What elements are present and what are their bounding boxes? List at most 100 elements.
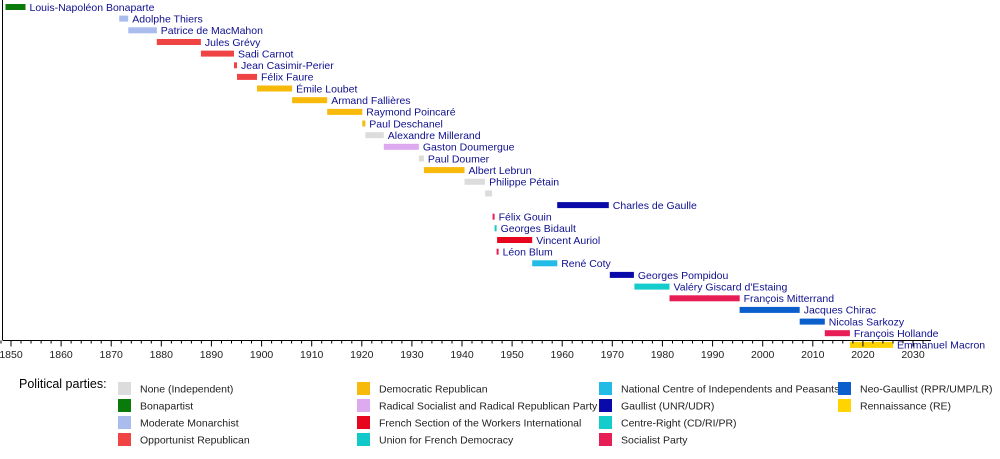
x-axis-ticks: 1850 1860 1870 1880 1890 1900 1910 1920 1930 1940…	[0, 340, 925, 361]
president-label: François Mitterrand	[744, 293, 835, 305]
x-tick-label: 1900	[250, 349, 274, 361]
president-label: Jean Casimir-Perier	[241, 60, 334, 72]
president-bar	[418, 155, 424, 162]
president-label: Emmanuel Macron	[897, 340, 985, 352]
x-tick-label: 2020	[851, 349, 875, 361]
x-tick-label: 1930	[400, 349, 424, 361]
president-bar	[485, 190, 493, 197]
legend-swatch	[599, 382, 612, 395]
president-bar	[365, 132, 384, 139]
president-label: Albert Lebrun	[469, 165, 532, 177]
president-bar	[609, 271, 634, 278]
president-bar	[119, 15, 129, 22]
president-label: Charles de Gaulle	[613, 200, 697, 212]
president-label: Léon Blum	[503, 247, 553, 259]
president-bar	[532, 260, 558, 267]
president-label: Jacques Chirac	[804, 305, 876, 317]
president-label: Raymond Poincaré	[366, 107, 455, 119]
legend-label: Neo-Gaullist (RPR/UMP/LR)	[860, 384, 992, 396]
president-label: Armand Fallières	[331, 95, 410, 107]
legend-swatch	[118, 399, 131, 412]
president-bar	[362, 120, 366, 127]
president-bar	[739, 306, 800, 313]
president-label: Nicolas Sarkozy	[829, 316, 905, 328]
x-tick-label: 1870	[100, 349, 124, 361]
legend-label: National Centre of Independents and Peas…	[621, 384, 839, 396]
president-label: Vincent Auriol	[536, 235, 600, 247]
legend-swatch	[357, 382, 370, 395]
x-tick-label: 1920	[350, 349, 374, 361]
legend-label: Bonapartist	[140, 401, 193, 413]
president-bar	[557, 202, 609, 209]
legend-label: Radical Socialist and Radical Republican…	[379, 401, 598, 413]
x-tick-label: 1980	[651, 349, 675, 361]
x-tick-label: 1860	[49, 349, 73, 361]
legend-swatch	[838, 399, 851, 412]
president-label: Alexandre Millerand	[388, 130, 481, 142]
x-tick-label: 1960	[551, 349, 575, 361]
president-label: Sadi Carnot	[238, 48, 294, 60]
president-bar	[257, 85, 293, 92]
president-bar	[200, 50, 234, 57]
president-label: Gaston Doumergue	[423, 142, 515, 154]
president-label: Georges Bidault	[501, 223, 576, 235]
x-tick-label: 1880	[150, 349, 174, 361]
legend-swatch	[118, 382, 131, 395]
president-bar	[234, 62, 237, 69]
x-tick-label: 1890	[200, 349, 224, 361]
legend-label: Rennaissance (RE)	[860, 401, 951, 413]
legend-items: None (Independent) Bonapartist Moderate Mo…	[118, 382, 992, 447]
x-tick-label: 1990	[701, 349, 725, 361]
president-label: François Hollande	[854, 328, 939, 340]
legend-swatch	[118, 416, 131, 429]
legend-label: Opportunist Republican	[140, 435, 250, 447]
legend-label: Democratic Republican	[379, 384, 488, 396]
president-bar	[423, 167, 465, 174]
president-label: Philippe Pétain	[489, 177, 559, 189]
legend-swatch	[599, 416, 612, 429]
president-label: René Coty	[561, 258, 611, 270]
legend-swatch	[357, 433, 370, 446]
legend-label: Gaullist (UNR/UDR)	[621, 401, 714, 413]
x-tick-label: 1970	[601, 349, 625, 361]
legend: Political parties: None (Independent) Bon…	[19, 377, 992, 447]
president-bar	[156, 39, 201, 45]
president-bar	[292, 97, 328, 104]
legend-title: Political parties:	[19, 377, 107, 391]
legend-swatch	[599, 399, 612, 412]
president-label: Louis-Napoléon Bonaparte	[30, 2, 155, 14]
president-bar	[799, 318, 825, 325]
president-bar	[824, 330, 850, 337]
x-tick-label: 2010	[801, 349, 825, 361]
x-tick-label: 1850	[0, 349, 23, 361]
legend-label: Centre-Right (CD/RI/PR)	[621, 418, 737, 430]
x-tick-label: 2030	[901, 349, 925, 361]
legend-swatch	[838, 382, 851, 395]
x-tick-label: 1950	[500, 349, 524, 361]
president-label: Patrice de MacMahon	[161, 25, 263, 37]
president-bar	[497, 237, 533, 243]
president-label: Georges Pompidou	[638, 270, 729, 282]
legend-label: Moderate Monarchist	[140, 418, 239, 430]
legend-swatch	[357, 399, 370, 412]
president-bar	[669, 295, 740, 302]
president-label: Adolphe Thiers	[132, 13, 202, 25]
president-bar	[496, 248, 499, 255]
president-label: Paul Doumer	[428, 153, 490, 165]
president-bar	[327, 108, 363, 115]
legend-label: Socialist Party	[621, 435, 688, 447]
legend-swatch	[599, 433, 612, 446]
president-label: Valéry Giscard d'Estaing	[674, 281, 788, 293]
president-label: Félix Faure	[261, 72, 314, 84]
president-bar	[492, 213, 495, 220]
president-bar	[383, 143, 419, 150]
x-tick-label: 1940	[450, 349, 474, 361]
legend-swatch	[357, 416, 370, 429]
president-bar	[634, 283, 670, 290]
president-bar	[237, 73, 257, 80]
x-tick-label: 2000	[751, 349, 775, 361]
president-label: Paul Deschanel	[369, 118, 443, 130]
president-bar	[5, 4, 26, 10]
legend-label: None (Independent)	[140, 384, 233, 396]
